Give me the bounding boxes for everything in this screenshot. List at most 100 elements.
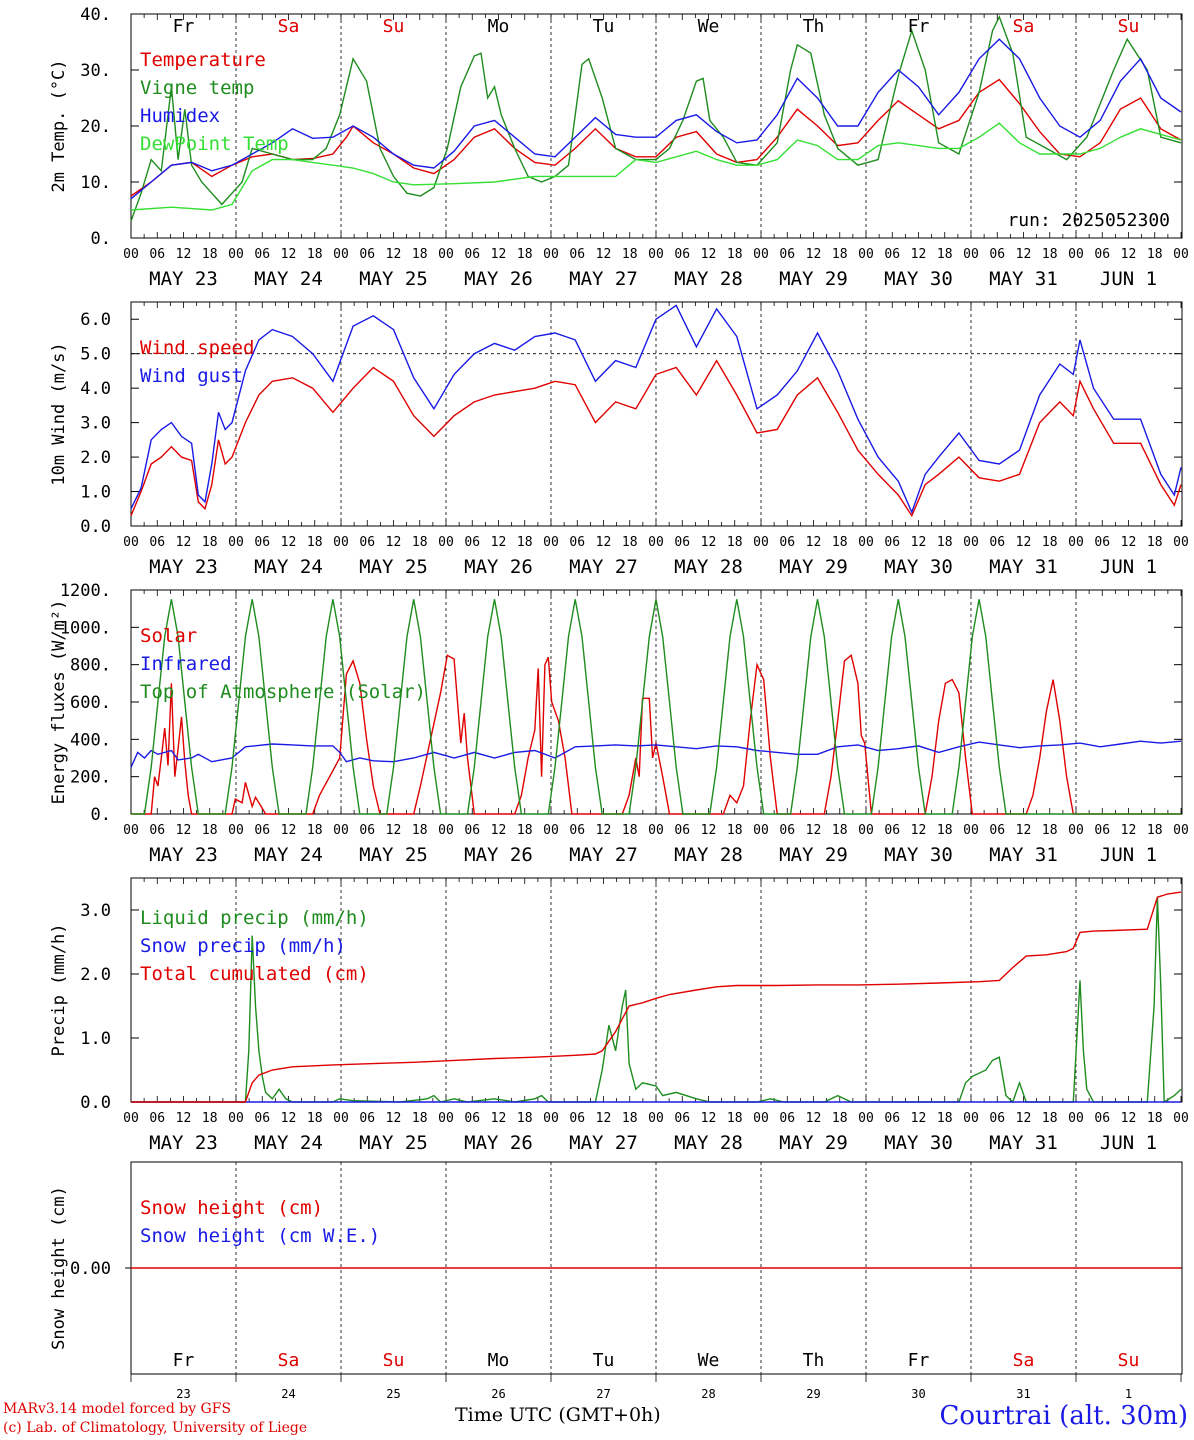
hour-tick-label: 00 <box>543 1111 559 1126</box>
hour-tick-label: 06 <box>149 247 165 262</box>
weekday-label: Su <box>383 1350 405 1371</box>
hour-tick-label: 18 <box>622 1111 638 1126</box>
hour-tick-label: 12 <box>386 823 402 838</box>
series-line-infrared <box>130 740 1182 768</box>
weekday-label: Fr <box>173 16 195 37</box>
location-label: Courtrai (alt. 30m) <box>939 1401 1189 1431</box>
hour-tick-label: 00 <box>963 823 979 838</box>
date-number-label: 1 <box>1125 1387 1132 1401</box>
legend-entry: Wind gust <box>140 365 243 387</box>
hour-tick-label: 12 <box>281 535 297 550</box>
hour-tick-label: 18 <box>412 535 428 550</box>
hour-tick-label: 00 <box>333 823 349 838</box>
hour-tick-label: 12 <box>176 1111 192 1126</box>
legend-entry: Solar <box>140 625 197 647</box>
y-tick-label: 0. <box>91 805 111 825</box>
hour-tick-label: 18 <box>202 535 218 550</box>
hour-tick-label: 00 <box>543 823 559 838</box>
hour-tick-label: 18 <box>202 823 218 838</box>
y-tick-label: 0. <box>91 229 111 249</box>
hour-tick-label: 18 <box>1042 247 1058 262</box>
date-label: MAY 25 <box>359 268 428 290</box>
hour-tick-label: 12 <box>911 823 927 838</box>
hour-tick-label: 06 <box>1094 823 1110 838</box>
hour-tick-label: 12 <box>386 247 402 262</box>
hour-tick-label: 00 <box>438 1111 454 1126</box>
hour-tick-label: 06 <box>989 535 1005 550</box>
hour-tick-label: 18 <box>937 535 953 550</box>
hour-tick-label: 00 <box>333 535 349 550</box>
date-label: MAY 24 <box>254 1132 323 1154</box>
date-number-label: 25 <box>386 1387 400 1401</box>
hour-tick-label: 18 <box>1147 1111 1163 1126</box>
legend-entry: Top of Atmosphere (Solar) <box>140 681 426 703</box>
date-label: MAY 28 <box>674 268 743 290</box>
date-label: MAY 24 <box>254 844 323 866</box>
hour-tick-label: 18 <box>832 247 848 262</box>
hour-tick-label: 06 <box>464 247 480 262</box>
hour-tick-label: 12 <box>1016 247 1032 262</box>
hour-tick-label: 00 <box>228 247 244 262</box>
date-number-label: 30 <box>911 1387 925 1401</box>
date-label: MAY 23 <box>149 844 218 866</box>
hour-tick-label: 06 <box>1094 247 1110 262</box>
hour-tick-label: 06 <box>989 823 1005 838</box>
hour-tick-label: 12 <box>596 1111 612 1126</box>
y-tick-label: 40. <box>80 5 111 25</box>
weekday-label: Su <box>1118 16 1140 37</box>
y-tick-label: 200. <box>70 768 111 788</box>
hour-tick-label: 12 <box>596 247 612 262</box>
legend-entry: Wind speed <box>140 337 254 359</box>
date-label: JUN 1 <box>1100 556 1157 578</box>
hour-tick-label: 00 <box>1173 1111 1189 1126</box>
hour-tick-label: 18 <box>937 823 953 838</box>
date-label: MAY 31 <box>989 844 1058 866</box>
hour-tick-label: 06 <box>779 1111 795 1126</box>
hour-tick-label: 12 <box>1016 535 1032 550</box>
date-label: MAY 28 <box>674 1132 743 1154</box>
hour-tick-label: 12 <box>1121 1111 1137 1126</box>
hour-tick-label: 06 <box>779 535 795 550</box>
hour-tick-label: 06 <box>1094 1111 1110 1126</box>
legend-entry: Snow height (cm W.E.) <box>140 1225 380 1247</box>
hour-tick-label: 06 <box>149 1111 165 1126</box>
hour-tick-label: 12 <box>1121 823 1137 838</box>
date-label: MAY 30 <box>884 1132 953 1154</box>
hour-tick-label: 18 <box>727 247 743 262</box>
hour-tick-label: 12 <box>596 535 612 550</box>
y-tick-label: 5.0 <box>80 345 111 365</box>
hour-tick-label: 18 <box>1042 1111 1058 1126</box>
hour-tick-label: 18 <box>622 247 638 262</box>
weekday-label: Su <box>1118 1350 1140 1371</box>
date-label: MAY 24 <box>254 268 323 290</box>
y-tick-label: 400. <box>70 730 111 750</box>
hour-tick-label: 06 <box>464 823 480 838</box>
y-tick-label: 1.0 <box>80 1029 111 1049</box>
hour-tick-label: 00 <box>753 823 769 838</box>
hour-tick-label: 00 <box>1173 535 1189 550</box>
hour-tick-label: 12 <box>1121 247 1137 262</box>
legend-entry: Snow precip (mm/h) <box>140 935 346 957</box>
hour-tick-label: 12 <box>1016 1111 1032 1126</box>
date-label: MAY 27 <box>569 556 638 578</box>
hour-tick-label: 06 <box>779 823 795 838</box>
hour-tick-label: 00 <box>123 1111 139 1126</box>
date-label: MAY 25 <box>359 844 428 866</box>
weekday-label: Th <box>803 1350 825 1371</box>
hour-tick-label: 06 <box>884 823 900 838</box>
hour-tick-label: 00 <box>228 823 244 838</box>
hour-tick-label: 18 <box>517 247 533 262</box>
hour-tick-label: 06 <box>359 823 375 838</box>
hour-tick-label: 18 <box>622 535 638 550</box>
panel-wind: 00 06 12 18 00 06 12 18 00 06 12 18 00 06 12 18 00 06 12 18… <box>49 301 1189 578</box>
date-number-label: 28 <box>701 1387 715 1401</box>
date-label: MAY 24 <box>254 556 323 578</box>
weekday-label: We <box>698 1350 720 1371</box>
hour-tick-label: 12 <box>911 247 927 262</box>
hour-tick-label: 06 <box>464 535 480 550</box>
weekday-label: Fr <box>173 1350 195 1371</box>
hour-tick-label: 06 <box>989 1111 1005 1126</box>
hour-tick-label: 00 <box>648 247 664 262</box>
date-label: MAY 23 <box>149 556 218 578</box>
